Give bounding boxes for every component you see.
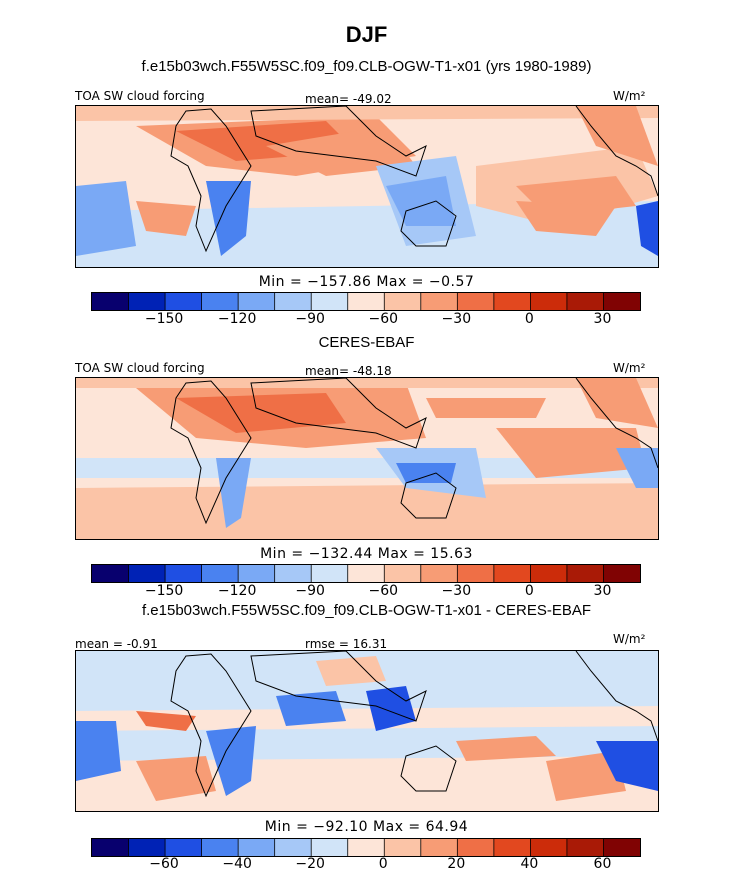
panel1-minmax: Min = −157.86 Max = −0.57 [258,274,475,290]
colorbar-swatch [493,565,531,582]
panel3-units-label: W/m² [613,632,646,646]
panel1-map [75,105,659,268]
panel2-minmax: Min = −132.44 Max = 15.63 [260,546,473,562]
panel1-colorbar-swatches [92,293,641,310]
colorbar-swatch [274,565,312,582]
colorbar-tick-label: −120 [217,311,257,327]
colorbar-swatch [165,839,203,856]
colorbar-tick-label: 0 [524,583,534,599]
colorbar-swatch [530,293,568,310]
colorbar-tick-label: −30 [441,583,472,599]
colorbar-swatch [311,565,349,582]
colorbar-swatch [165,565,203,582]
panel3-rmse-label: rmse = 16.31 [305,637,388,651]
colorbar-tick-label: −90 [295,311,325,327]
panel1-colorbar [91,292,641,311]
colorbar-swatch [347,565,385,582]
colorbar-swatch [420,565,458,582]
colorbar-tick-label: −120 [217,583,257,599]
colorbar-swatch [92,293,130,310]
panel3-minmax: Min = −92.10 Max = 64.94 [264,819,469,835]
panel2-variable-label: TOA SW cloud forcing [75,361,205,375]
colorbar-swatch [530,839,568,856]
colorbar-swatch [603,293,641,310]
colorbar-tick-label: −40 [222,856,252,872]
panel2-map [75,377,659,540]
panel2-colorbar [91,564,641,583]
colorbar-tick-label: −20 [295,856,325,872]
panel3-map-field [76,651,658,811]
panel2-title: CERES-EBAF [318,334,415,351]
colorbar-swatch [311,839,349,856]
colorbar-swatch [420,293,458,310]
colorbar-tick-label: −30 [441,311,472,327]
panel3-title: f.e15b03wch.F55W5SC.f09_f09.CLB-OGW-T1-x… [141,602,592,619]
colorbar-tick-label: −150 [144,583,184,599]
colorbar-swatch [566,565,604,582]
colorbar-swatch [530,565,568,582]
colorbar-swatch [238,293,276,310]
colorbar-swatch [92,565,130,582]
colorbar-tick-label: 60 [593,856,612,872]
colorbar-swatch [274,293,312,310]
colorbar-swatch [384,565,422,582]
colorbar-swatch [274,839,312,856]
colorbar-swatch [347,293,385,310]
panel3-mean-label: mean = -0.91 [75,637,158,651]
colorbar-swatch [493,839,531,856]
colorbar-swatch [566,839,604,856]
colorbar-tick-label: −60 [368,583,399,599]
colorbar-swatch [92,839,130,856]
colorbar-tick-label: −60 [368,311,399,327]
colorbar-swatch [165,293,203,310]
panel3-colorbar [91,838,641,857]
panel1-map-field [76,106,658,267]
colorbar-swatch [457,839,495,856]
colorbar-swatch [493,293,531,310]
colorbar-swatch [457,293,495,310]
panel1-units-label: W/m² [613,89,646,103]
colorbar-swatch [238,839,276,856]
colorbar-swatch [457,565,495,582]
colorbar-swatch [201,293,239,310]
colorbar-swatch [201,839,239,856]
colorbar-tick-label: 0 [524,311,534,327]
colorbar-tick-label: 30 [593,583,612,599]
panel2-colorbar-swatches [92,565,641,582]
panel2-mean-label: mean= -48.18 [305,364,392,378]
panel3-colorbar-swatches [92,839,641,856]
colorbar-swatch [238,565,276,582]
panel2-map-field [76,378,658,539]
colorbar-tick-label: 0 [378,856,388,872]
colorbar-tick-label: −60 [149,856,179,872]
colorbar-swatch [384,293,422,310]
colorbar-swatch [420,839,458,856]
figure-title: DJF [345,22,388,47]
colorbar-tick-label: 20 [447,856,466,872]
colorbar-swatch [603,839,641,856]
colorbar-swatch [566,293,604,310]
panel1-variable-label: TOA SW cloud forcing [75,89,205,103]
panel1-mean-label: mean= -49.02 [305,92,392,106]
colorbar-swatch [128,839,166,856]
colorbar-swatch [311,293,349,310]
panel1-title: f.e15b03wch.F55W5SC.f09_f09.CLB-OGW-T1-x… [141,58,592,75]
colorbar-swatch [347,839,385,856]
panel2-units-label: W/m² [613,361,646,375]
colorbar-swatch [201,565,239,582]
colorbar-tick-label: 30 [593,311,612,327]
colorbar-tick-label: −90 [295,583,325,599]
colorbar-swatch [128,565,166,582]
colorbar-swatch [603,565,641,582]
panel3-map [75,650,659,812]
colorbar-tick-label: 40 [520,856,539,872]
colorbar-swatch [384,839,422,856]
colorbar-swatch [128,293,166,310]
colorbar-tick-label: −150 [144,311,184,327]
